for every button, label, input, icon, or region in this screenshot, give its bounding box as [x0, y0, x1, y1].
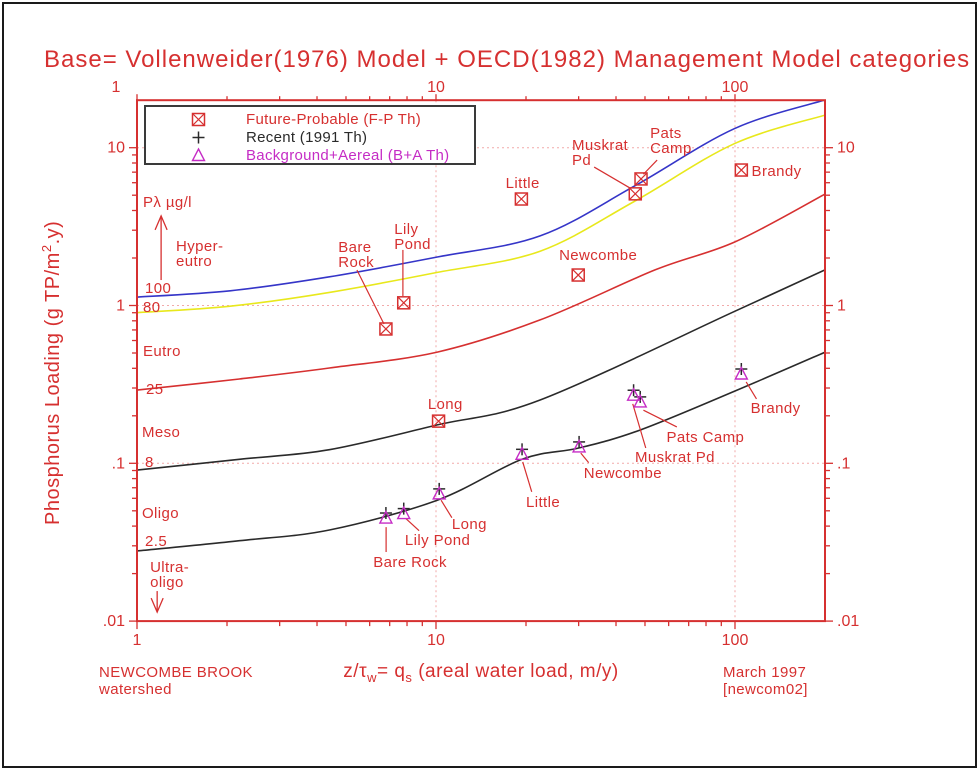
series-triangle	[378, 365, 749, 524]
watershed-note-line2: watershed	[99, 681, 172, 698]
y-tick-label-right: .1	[837, 455, 850, 472]
x-tick-label: 1	[133, 632, 142, 649]
curve-ultra-oligo-boundary-2.5	[137, 351, 825, 552]
data-point-marker	[396, 505, 411, 520]
boundary-curves	[137, 100, 825, 552]
series-crossed-square	[379, 163, 749, 428]
annotation-label: Muskrat Pd	[635, 449, 715, 466]
data-point-marker	[571, 268, 585, 282]
annotation-label: 100	[145, 280, 171, 297]
annotation-label: 25	[146, 381, 164, 398]
legend-label: Recent (1991 Th)	[246, 128, 368, 146]
chart-title: Base= Vollenweider(1976) Model + OECD(19…	[44, 46, 971, 73]
annotation-label: Bare Rock	[373, 554, 447, 571]
gridlines	[137, 100, 825, 622]
data-point-marker	[626, 387, 641, 401]
data-point-marker	[431, 414, 446, 428]
data-point-marker	[396, 296, 411, 310]
legend-label: Background+Aereal (B+A Th)	[246, 146, 450, 164]
data-point-marker	[628, 187, 643, 201]
y-tick-label: .1	[112, 455, 125, 472]
legend-label: Future-Probable (F-P Th)	[246, 110, 422, 128]
annotation-label: Muskrat Pd	[572, 137, 629, 169]
annotation-label: Lily Pond	[405, 532, 470, 549]
annotation-label: Meso	[142, 424, 180, 441]
triangle-icon	[186, 146, 210, 164]
annotation-label: Lily Pond	[394, 221, 431, 253]
annotation-label: Bare Rock	[338, 239, 374, 271]
curve-hyper-eutro-boundary-100	[137, 100, 825, 298]
leader-lines	[356, 159, 757, 553]
y-tick-label: 10	[107, 140, 125, 157]
annotation-label: Long	[428, 396, 463, 413]
y-tick-label-right: 1	[837, 298, 846, 315]
annotation-label: Newcombe	[584, 465, 662, 482]
x-axis-title: z/τw= qs (areal water load, m/y)	[343, 661, 619, 685]
hyper-eutro-arrow-icon	[154, 214, 168, 281]
annotation-label: Pats Camp	[666, 429, 744, 446]
curve-eutro-boundary-80	[137, 114, 825, 314]
data-point-marker	[633, 393, 648, 408]
data-point-marker	[634, 172, 648, 186]
legend-row-2: Recent (1991 Th)	[146, 128, 474, 146]
ultra-oligo-arrow-icon	[150, 591, 164, 614]
date-note-line1: March 1997	[723, 664, 807, 681]
annotation-label: 8	[145, 454, 154, 471]
legend: Future-Probable (F-P Th) Recent (1991 Th)…	[144, 105, 476, 165]
y-tick-label: 1	[116, 298, 125, 315]
date-note: March 1997 [newcom02]	[723, 664, 808, 698]
y-tick-label-right: 10	[837, 140, 855, 157]
annotation-label: Little	[506, 175, 540, 192]
annotation-label: 2.5	[145, 533, 167, 550]
annotation-label: Pats Camp	[650, 125, 692, 157]
data-point-marker	[514, 192, 529, 206]
annotation-label: Newcombe	[559, 247, 637, 264]
data-point-marker	[432, 485, 447, 500]
annotation-label: Ultra-oligo	[150, 559, 189, 591]
y-tick-label: .01	[103, 613, 125, 630]
annotation-label: Hyper-eutro	[176, 238, 223, 270]
crossed-square-icon	[186, 111, 210, 128]
data-point-marker	[378, 510, 394, 524]
x-tick-label: 10	[427, 632, 445, 649]
annotation-label: Brandy	[752, 163, 802, 180]
tick-labels: 1 1 10 10 100 100 10 10 1 1 .1 .1 .01 .01	[103, 79, 860, 649]
legend-row-3: Background+Aereal (B+A Th)	[146, 146, 474, 164]
annotation-label: Oligo	[142, 505, 179, 522]
annotations: Bare Rock Lily Pond Little Muskrat Pd Pats Camp B…	[142, 125, 802, 591]
watershed-note: NEWCOMBE BROOK watershed	[99, 664, 253, 698]
data-point-marker	[514, 446, 530, 461]
curve-meso-boundary-25	[137, 193, 825, 391]
y-axis-title: Phosphorus Loading (g TP/m2.y)	[39, 220, 64, 525]
annotation-label: Brandy	[751, 400, 801, 417]
data-point-marker	[571, 438, 587, 453]
data-point-marker	[734, 163, 749, 177]
axis-ticks	[129, 94, 833, 630]
plus-icon	[186, 129, 210, 146]
annotation-label: Little	[526, 494, 560, 511]
curve-oligo-boundary-8	[137, 269, 825, 471]
data-point-marker	[379, 322, 393, 336]
date-note-line2: [newcom02]	[723, 681, 808, 698]
data-point-marker	[734, 365, 749, 380]
plot-border	[136, 99, 826, 623]
annotation-label: Pλ µg/l	[143, 194, 192, 211]
y-tick-label-right: .01	[837, 613, 859, 630]
legend-row-1: Future-Probable (F-P Th)	[146, 110, 474, 128]
annotation-label: Eutro	[143, 343, 181, 360]
x-tick-label-top: 10	[427, 79, 445, 96]
x-tick-label: 100	[722, 632, 749, 649]
watershed-note-line1: NEWCOMBE BROOK	[99, 664, 253, 681]
x-tick-label-top: 100	[722, 79, 749, 96]
annotation-label: 80	[143, 299, 161, 316]
x-tick-label-top: 1	[112, 79, 121, 96]
annotation-label: Long	[452, 516, 487, 533]
